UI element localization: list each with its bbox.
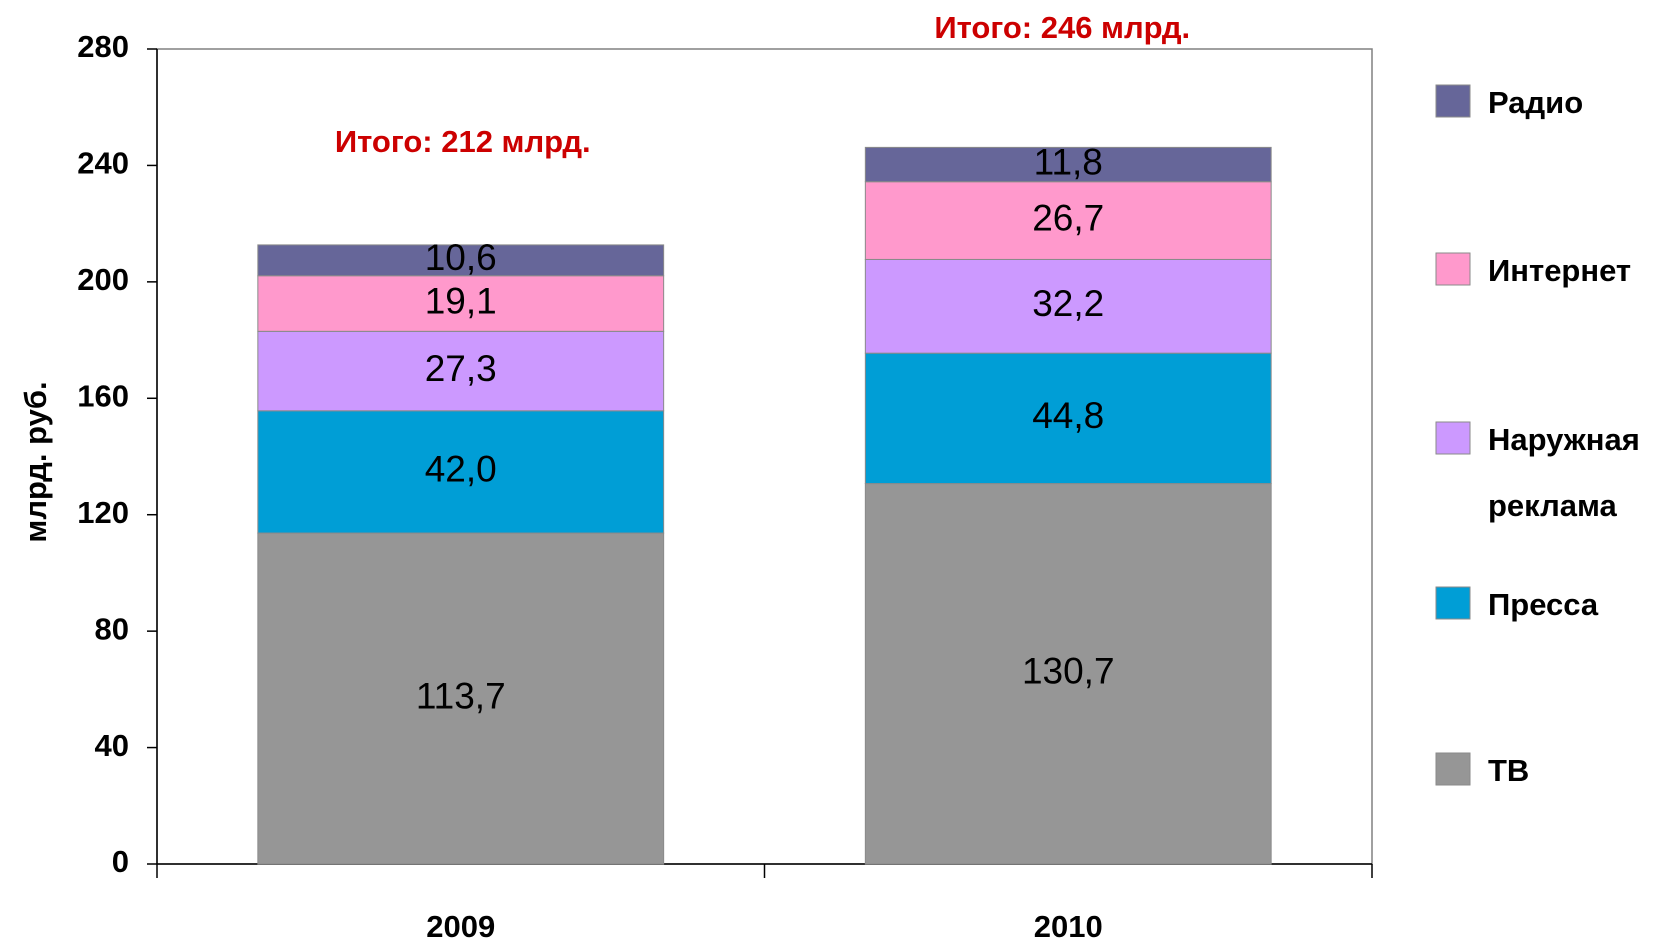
legend-label: Радио [1488,85,1583,120]
bar-segment [257,532,665,865]
annotation: Итого: 246 млрд. [934,10,1190,45]
value-label: 42,0 [425,449,497,490]
legend-swatch [1435,84,1471,118]
value-label: 19,1 [425,280,497,321]
y-tick-label: 160 [77,378,129,413]
y-tick-label: 280 [77,29,129,64]
annotation: Итого: 212 млрд. [335,124,591,159]
bar-segment [864,181,1272,260]
bar-segment [257,330,665,412]
value-label: 44,8 [1032,395,1104,436]
y-tick-label: 200 [77,262,129,297]
legend-swatch [1435,421,1471,455]
y-tick-label: 120 [77,495,129,530]
y-tick-label: 40 [95,728,129,763]
y-tick-label: 80 [95,611,129,646]
x-tick-label: 2010 [1034,909,1103,944]
value-label: 130,7 [1022,651,1115,692]
bar-segment [864,483,1272,865]
legend-label: ТВ [1488,753,1529,788]
bar-segment [864,352,1272,485]
value-label: 10,6 [425,237,497,278]
legend-swatch [1435,586,1471,620]
value-label: 26,7 [1032,197,1104,238]
y-tick-label: 240 [77,146,129,181]
bar-segment [257,410,665,534]
x-tick-label: 2009 [426,909,495,944]
bar-segment [257,244,665,277]
legend-label: Наружная реклама [1488,422,1640,523]
legend-swatch [1435,252,1471,286]
legend-swatch [1435,752,1471,786]
y-tick-label: 0 [112,844,129,879]
bar-segment [864,146,1272,183]
y-axis-label: млрд. руб. [18,381,53,542]
bar-segment [864,258,1272,354]
legend-label: Интернет [1488,253,1631,288]
value-label: 27,3 [425,348,497,389]
value-label: 32,2 [1032,283,1104,324]
value-label: 113,7 [416,675,506,716]
bar-segment [257,275,665,332]
legend-label: Пресса [1488,587,1599,622]
value-label: 11,8 [1034,141,1103,182]
